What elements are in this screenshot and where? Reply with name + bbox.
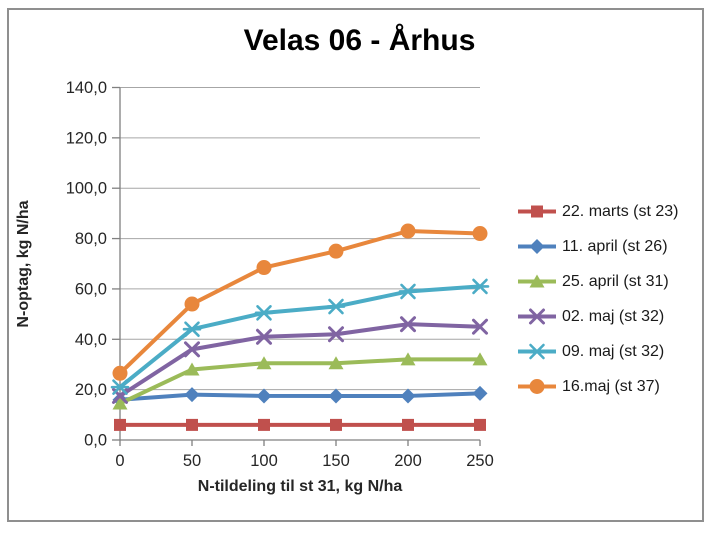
x-tick-label: 100: [250, 452, 278, 470]
series-square: [114, 418, 486, 431]
data-point-marker: [400, 316, 416, 333]
asterisk-legend-icon: [518, 343, 556, 360]
legend-item: 11. april (st 26): [516, 237, 678, 256]
data-point-marker: [328, 356, 344, 370]
y-axis-title: N-optag, kg N/ha: [15, 200, 32, 328]
data-point-marker: [472, 352, 488, 366]
legend-item-label: 02. maj (st 32): [562, 307, 665, 325]
data-point-marker: [184, 341, 200, 358]
triangle-legend-icon: [518, 274, 556, 288]
series-circle: [112, 223, 488, 381]
y-tick-label: 60,0: [75, 280, 107, 298]
data-point-marker: [400, 388, 416, 404]
data-point-marker: [112, 396, 128, 410]
data-point-marker: [110, 379, 130, 395]
data-point-marker: [256, 260, 272, 276]
chart-title: Velas 06 - Århus: [243, 24, 476, 57]
data-point-marker: [186, 418, 198, 431]
legend-item-label: 09. maj (st 32): [562, 342, 665, 360]
data-point-marker: [400, 223, 416, 239]
data-point-marker: [328, 326, 344, 343]
data-point-marker: [472, 318, 488, 335]
square-legend-icon: [518, 205, 556, 218]
data-point-marker: [472, 226, 488, 242]
legend-item-label: 11. april (st 26): [562, 237, 668, 255]
data-point-marker: [474, 418, 486, 431]
data-point-marker: [254, 305, 274, 321]
data-point-marker: [258, 418, 270, 431]
data-point-marker: [531, 205, 543, 218]
data-point-marker: [326, 298, 346, 315]
y-tick-label: 0,0: [84, 432, 107, 450]
series-line: [118, 284, 482, 390]
circle-legend-icon: [518, 379, 556, 394]
series-line: [118, 357, 482, 406]
series-asterisk: [110, 278, 490, 395]
data-point-marker: [114, 418, 126, 431]
legend-item-label: 16.maj (st 37): [562, 377, 660, 395]
legend: 22. marts (st 23) 11. april (st 26) 25. ap…: [516, 202, 678, 396]
data-point-marker: [330, 418, 342, 431]
chart-frame: [7, 8, 704, 522]
series-triangle: [112, 352, 488, 410]
y-tick-label: 20,0: [75, 381, 107, 399]
data-point-marker: [400, 352, 416, 366]
legend-item: 02. maj (st 32): [516, 307, 678, 326]
data-point-marker: [328, 388, 344, 404]
data-point-marker: [184, 387, 200, 403]
x-legend-icon: [518, 308, 556, 325]
legend-item: 16.maj (st 37): [516, 377, 678, 396]
y-tick-label: 140,0: [66, 79, 107, 97]
x-tick-label: 150: [322, 452, 350, 470]
legend-item-label: 22. marts (st 23): [562, 202, 679, 220]
series-line: [118, 322, 482, 398]
data-point-marker: [256, 388, 272, 404]
data-point-marker: [472, 385, 488, 401]
data-point-marker: [529, 239, 545, 254]
legend-item-label: 25. april (st 31): [562, 272, 669, 290]
y-tick-label: 40,0: [75, 331, 107, 349]
y-tick-label: 100,0: [66, 180, 107, 198]
data-point-marker: [398, 283, 418, 300]
data-point-marker: [256, 328, 272, 345]
data-point-marker: [529, 308, 545, 325]
x-axis-title: N-tildeling til st 31, kg N/ha: [197, 478, 403, 495]
legend-item: 25. april (st 31): [516, 272, 678, 291]
data-point-marker: [328, 243, 344, 259]
data-point-marker: [402, 418, 414, 431]
x-tick-label: 200: [394, 452, 422, 470]
series-line: [118, 391, 482, 402]
data-point-marker: [256, 356, 272, 370]
data-point-marker: [527, 343, 547, 360]
x-tick-label: 0: [115, 452, 124, 470]
y-tick-label: 80,0: [75, 230, 107, 248]
data-point-marker: [184, 296, 200, 312]
data-point-marker: [470, 278, 490, 295]
data-point-marker: [529, 379, 545, 394]
data-point-marker: [182, 321, 202, 338]
data-point-marker: [529, 274, 545, 288]
data-point-marker: [112, 365, 128, 381]
series-line: [118, 229, 482, 376]
legend-item: 22. marts (st 23): [516, 202, 678, 221]
series-diamond: [112, 385, 488, 408]
x-tick-label: 50: [183, 452, 201, 470]
y-tick-label: 120,0: [66, 129, 107, 147]
legend-item: 09. maj (st 32): [516, 342, 678, 361]
x-tick-label: 250: [466, 452, 494, 470]
diamond-legend-icon: [518, 239, 556, 254]
data-point-marker: [184, 362, 200, 376]
